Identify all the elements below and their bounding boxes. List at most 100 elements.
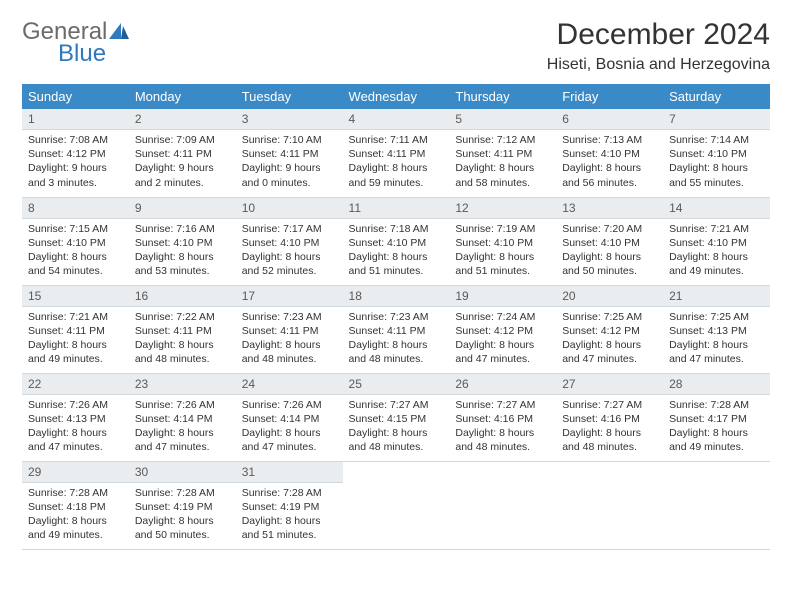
day-number: 30 (129, 462, 236, 483)
day-details: Sunrise: 7:25 AMSunset: 4:12 PMDaylight:… (556, 307, 663, 371)
calendar-day-cell: 18Sunrise: 7:23 AMSunset: 4:11 PMDayligh… (343, 285, 450, 373)
day-number: 2 (129, 109, 236, 130)
sunrise-text: Sunrise: 7:20 AM (562, 222, 657, 236)
sunrise-text: Sunrise: 7:27 AM (455, 398, 550, 412)
calendar-day-cell: 8Sunrise: 7:15 AMSunset: 4:10 PMDaylight… (22, 197, 129, 285)
calendar-day-cell: 26Sunrise: 7:27 AMSunset: 4:16 PMDayligh… (449, 373, 556, 461)
calendar-day-cell: 14Sunrise: 7:21 AMSunset: 4:10 PMDayligh… (663, 197, 770, 285)
calendar-week-row: 15Sunrise: 7:21 AMSunset: 4:11 PMDayligh… (22, 285, 770, 373)
calendar-day-cell: 11Sunrise: 7:18 AMSunset: 4:10 PMDayligh… (343, 197, 450, 285)
calendar-day-cell: 6Sunrise: 7:13 AMSunset: 4:10 PMDaylight… (556, 109, 663, 197)
day-details: Sunrise: 7:09 AMSunset: 4:11 PMDaylight:… (129, 130, 236, 194)
day-details: Sunrise: 7:21 AMSunset: 4:11 PMDaylight:… (22, 307, 129, 371)
sunset-text: Sunset: 4:11 PM (349, 324, 444, 338)
sunrise-text: Sunrise: 7:14 AM (669, 133, 764, 147)
daylight-text: Daylight: 8 hours and 56 minutes. (562, 161, 657, 189)
calendar-day-cell (663, 461, 770, 549)
sunrise-text: Sunrise: 7:15 AM (28, 222, 123, 236)
sunrise-text: Sunrise: 7:23 AM (349, 310, 444, 324)
weekday-header: Saturday (663, 84, 770, 109)
daylight-text: Daylight: 8 hours and 52 minutes. (242, 250, 337, 278)
daylight-text: Daylight: 8 hours and 48 minutes. (242, 338, 337, 366)
weekday-header: Tuesday (236, 84, 343, 109)
weekday-header-row: Sunday Monday Tuesday Wednesday Thursday… (22, 84, 770, 109)
sunset-text: Sunset: 4:10 PM (562, 236, 657, 250)
daylight-text: Daylight: 8 hours and 51 minutes. (242, 514, 337, 542)
calendar-day-cell (449, 461, 556, 549)
day-number: 23 (129, 374, 236, 395)
sunrise-text: Sunrise: 7:25 AM (669, 310, 764, 324)
sunset-text: Sunset: 4:12 PM (562, 324, 657, 338)
brand-text-blue: Blue (58, 40, 106, 68)
sunset-text: Sunset: 4:16 PM (562, 412, 657, 426)
day-number: 28 (663, 374, 770, 395)
calendar-day-cell: 5Sunrise: 7:12 AMSunset: 4:11 PMDaylight… (449, 109, 556, 197)
sunset-text: Sunset: 4:14 PM (242, 412, 337, 426)
day-details: Sunrise: 7:27 AMSunset: 4:15 PMDaylight:… (343, 395, 450, 459)
day-details: Sunrise: 7:21 AMSunset: 4:10 PMDaylight:… (663, 219, 770, 283)
calendar-day-cell: 15Sunrise: 7:21 AMSunset: 4:11 PMDayligh… (22, 285, 129, 373)
day-number: 5 (449, 109, 556, 130)
daylight-text: Daylight: 8 hours and 48 minutes. (562, 426, 657, 454)
day-number: 15 (22, 286, 129, 307)
sunrise-text: Sunrise: 7:12 AM (455, 133, 550, 147)
day-details: Sunrise: 7:10 AMSunset: 4:11 PMDaylight:… (236, 130, 343, 194)
daylight-text: Daylight: 8 hours and 48 minutes. (455, 426, 550, 454)
day-details: Sunrise: 7:23 AMSunset: 4:11 PMDaylight:… (343, 307, 450, 371)
daylight-text: Daylight: 8 hours and 47 minutes. (242, 426, 337, 454)
sunset-text: Sunset: 4:19 PM (135, 500, 230, 514)
day-number: 13 (556, 198, 663, 219)
sunrise-text: Sunrise: 7:28 AM (242, 486, 337, 500)
month-title: December 2024 (547, 18, 770, 52)
daylight-text: Daylight: 8 hours and 53 minutes. (135, 250, 230, 278)
sunset-text: Sunset: 4:10 PM (669, 236, 764, 250)
sunset-text: Sunset: 4:17 PM (669, 412, 764, 426)
day-number: 3 (236, 109, 343, 130)
day-number: 25 (343, 374, 450, 395)
sunset-text: Sunset: 4:11 PM (135, 147, 230, 161)
day-details: Sunrise: 7:28 AMSunset: 4:17 PMDaylight:… (663, 395, 770, 459)
calendar-day-cell: 16Sunrise: 7:22 AMSunset: 4:11 PMDayligh… (129, 285, 236, 373)
sunset-text: Sunset: 4:13 PM (669, 324, 764, 338)
calendar-day-cell: 13Sunrise: 7:20 AMSunset: 4:10 PMDayligh… (556, 197, 663, 285)
calendar-day-cell: 2Sunrise: 7:09 AMSunset: 4:11 PMDaylight… (129, 109, 236, 197)
calendar-week-row: 22Sunrise: 7:26 AMSunset: 4:13 PMDayligh… (22, 373, 770, 461)
day-details: Sunrise: 7:11 AMSunset: 4:11 PMDaylight:… (343, 130, 450, 194)
sunrise-text: Sunrise: 7:28 AM (135, 486, 230, 500)
calendar-day-cell: 27Sunrise: 7:27 AMSunset: 4:16 PMDayligh… (556, 373, 663, 461)
calendar-day-cell: 10Sunrise: 7:17 AMSunset: 4:10 PMDayligh… (236, 197, 343, 285)
weekday-header: Friday (556, 84, 663, 109)
daylight-text: Daylight: 8 hours and 54 minutes. (28, 250, 123, 278)
day-details: Sunrise: 7:12 AMSunset: 4:11 PMDaylight:… (449, 130, 556, 194)
calendar-day-cell: 20Sunrise: 7:25 AMSunset: 4:12 PMDayligh… (556, 285, 663, 373)
day-details: Sunrise: 7:28 AMSunset: 4:18 PMDaylight:… (22, 483, 129, 547)
day-details: Sunrise: 7:26 AMSunset: 4:13 PMDaylight:… (22, 395, 129, 459)
daylight-text: Daylight: 8 hours and 50 minutes. (135, 514, 230, 542)
sunset-text: Sunset: 4:10 PM (28, 236, 123, 250)
daylight-text: Daylight: 9 hours and 2 minutes. (135, 161, 230, 189)
daylight-text: Daylight: 8 hours and 55 minutes. (669, 161, 764, 189)
calendar-week-row: 1Sunrise: 7:08 AMSunset: 4:12 PMDaylight… (22, 109, 770, 197)
sunset-text: Sunset: 4:13 PM (28, 412, 123, 426)
day-number: 24 (236, 374, 343, 395)
day-number: 12 (449, 198, 556, 219)
sunrise-text: Sunrise: 7:27 AM (562, 398, 657, 412)
sunset-text: Sunset: 4:11 PM (242, 324, 337, 338)
sunrise-text: Sunrise: 7:28 AM (28, 486, 123, 500)
daylight-text: Daylight: 8 hours and 47 minutes. (562, 338, 657, 366)
calendar-day-cell: 1Sunrise: 7:08 AMSunset: 4:12 PMDaylight… (22, 109, 129, 197)
day-number: 11 (343, 198, 450, 219)
daylight-text: Daylight: 8 hours and 49 minutes. (669, 426, 764, 454)
calendar-day-cell: 3Sunrise: 7:10 AMSunset: 4:11 PMDaylight… (236, 109, 343, 197)
day-number: 26 (449, 374, 556, 395)
calendar-day-cell: 22Sunrise: 7:26 AMSunset: 4:13 PMDayligh… (22, 373, 129, 461)
sunrise-text: Sunrise: 7:08 AM (28, 133, 123, 147)
sunset-text: Sunset: 4:11 PM (349, 147, 444, 161)
sunset-text: Sunset: 4:10 PM (669, 147, 764, 161)
daylight-text: Daylight: 8 hours and 47 minutes. (455, 338, 550, 366)
calendar-day-cell: 29Sunrise: 7:28 AMSunset: 4:18 PMDayligh… (22, 461, 129, 549)
calendar-day-cell: 9Sunrise: 7:16 AMSunset: 4:10 PMDaylight… (129, 197, 236, 285)
sunrise-text: Sunrise: 7:16 AM (135, 222, 230, 236)
day-number: 18 (343, 286, 450, 307)
day-details: Sunrise: 7:27 AMSunset: 4:16 PMDaylight:… (556, 395, 663, 459)
